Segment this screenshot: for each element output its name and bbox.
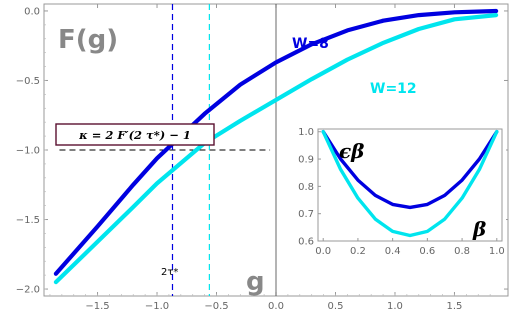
inset-series-line-w12 bbox=[321, 130, 499, 238]
inset-frame bbox=[317, 128, 503, 242]
kappa-annotation: κ = 2 F′(2 τ*) − 1 bbox=[55, 123, 215, 146]
inset-x-tick-label: 0.6 bbox=[419, 246, 435, 257]
inset-y-tick-label: 1.0 bbox=[298, 127, 314, 138]
legend-w8: W=8 bbox=[292, 36, 329, 52]
inset-background bbox=[282, 122, 506, 266]
inset-x-tick-label: 0.4 bbox=[385, 246, 401, 257]
x-tick-label: 1.0 bbox=[387, 301, 403, 312]
inset-series-line-w8 bbox=[321, 130, 499, 210]
inset-x-tick-label: 1.0 bbox=[489, 246, 505, 257]
main-plot: −1.5 −1.0 −0.5 0.0 0.5 1.0 1.5 0.0 −0.5 −1.0 −1.5 −… bbox=[16, 3, 509, 312]
inset-y-tick-label: 0.9 bbox=[298, 155, 314, 166]
inset-x-tick-label: 0.0 bbox=[315, 246, 331, 257]
x-tick-label: −1.0 bbox=[145, 301, 169, 312]
x-tick-label: −0.5 bbox=[204, 301, 228, 312]
y-tick-label: −2.0 bbox=[16, 285, 40, 296]
x-tick-label: 0.5 bbox=[328, 301, 344, 312]
y-tick-label: 0.0 bbox=[24, 6, 40, 17]
x-tick-label: −1.5 bbox=[85, 301, 109, 312]
inset-x-axis-label: β bbox=[472, 217, 486, 241]
y-axis-label: F(g) bbox=[58, 25, 118, 55]
inset-plot: 0.0 0.2 0.4 0.6 0.8 1.0 0.6 0.7 0.8 0.9 1.0 ϵβ β bbox=[282, 122, 506, 266]
kappa-formula: κ = 2 F′(2 τ*) − 1 bbox=[78, 128, 191, 142]
inset-y-tick-label: 0.6 bbox=[298, 237, 314, 248]
y-tick-label: −1.0 bbox=[16, 146, 40, 157]
kappa-box bbox=[55, 123, 215, 146]
y-tick-label: −1.5 bbox=[16, 215, 40, 226]
x-axis-label: g bbox=[246, 267, 265, 297]
x-tick-label: 1.5 bbox=[447, 301, 463, 312]
inset-x-tick-label: 0.2 bbox=[350, 246, 366, 257]
inset-y-tick-label: 0.8 bbox=[298, 182, 314, 193]
inset-x-tick-label: 0.8 bbox=[454, 246, 470, 257]
inset-y-tick-label: 0.7 bbox=[298, 209, 314, 220]
y-tick-label: −0.5 bbox=[16, 76, 40, 87]
legend-w12: W=12 bbox=[370, 81, 417, 97]
series-line-w12 bbox=[53, 13, 499, 285]
x-tick-label: 0.0 bbox=[268, 301, 284, 312]
inset-y-axis-label: ϵβ bbox=[339, 139, 364, 163]
tau-marker-label: 2τ* bbox=[161, 267, 178, 278]
series-line-w8 bbox=[53, 8, 499, 276]
